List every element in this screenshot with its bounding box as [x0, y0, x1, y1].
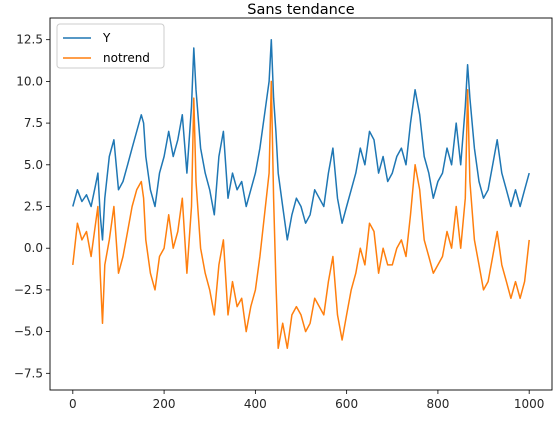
y-tick-label: 5.0	[24, 158, 43, 172]
y-tick-label: −7.5	[14, 366, 43, 380]
x-axis: 0 200 400 600 800 1000	[69, 390, 544, 411]
y-axis: −7.5 −5.0 −2.5 0.0 2.5 5.0 7.5 10.0 12.5	[14, 33, 50, 380]
x-tick-label: 400	[244, 397, 267, 411]
x-tick-label: 800	[426, 397, 449, 411]
legend-box	[56, 23, 165, 69]
x-tick-label: 0	[69, 397, 77, 411]
legend-label-y: Y	[102, 31, 111, 45]
axes-frame	[49, 17, 553, 391]
y-tick-label: −2.5	[14, 283, 43, 297]
y-tick-label: 0.0	[24, 241, 43, 255]
y-tick-label: 10.0	[16, 74, 43, 88]
chart-title: Sans tendance	[247, 2, 354, 18]
y-tick-label: −5.0	[14, 325, 43, 339]
y-tick-label: 12.5	[16, 33, 43, 47]
y-tick-label: 7.5	[24, 116, 43, 130]
series-line-y	[72, 38, 530, 241]
x-tick-label: 1000	[514, 397, 545, 411]
x-tick-label: 600	[335, 397, 358, 411]
x-tick-label: 200	[153, 397, 176, 411]
plot-lines	[72, 38, 530, 350]
legend-label-notrend: notrend	[103, 51, 150, 65]
y-tick-label: 2.5	[24, 200, 43, 214]
series-line-notrend	[72, 80, 530, 350]
